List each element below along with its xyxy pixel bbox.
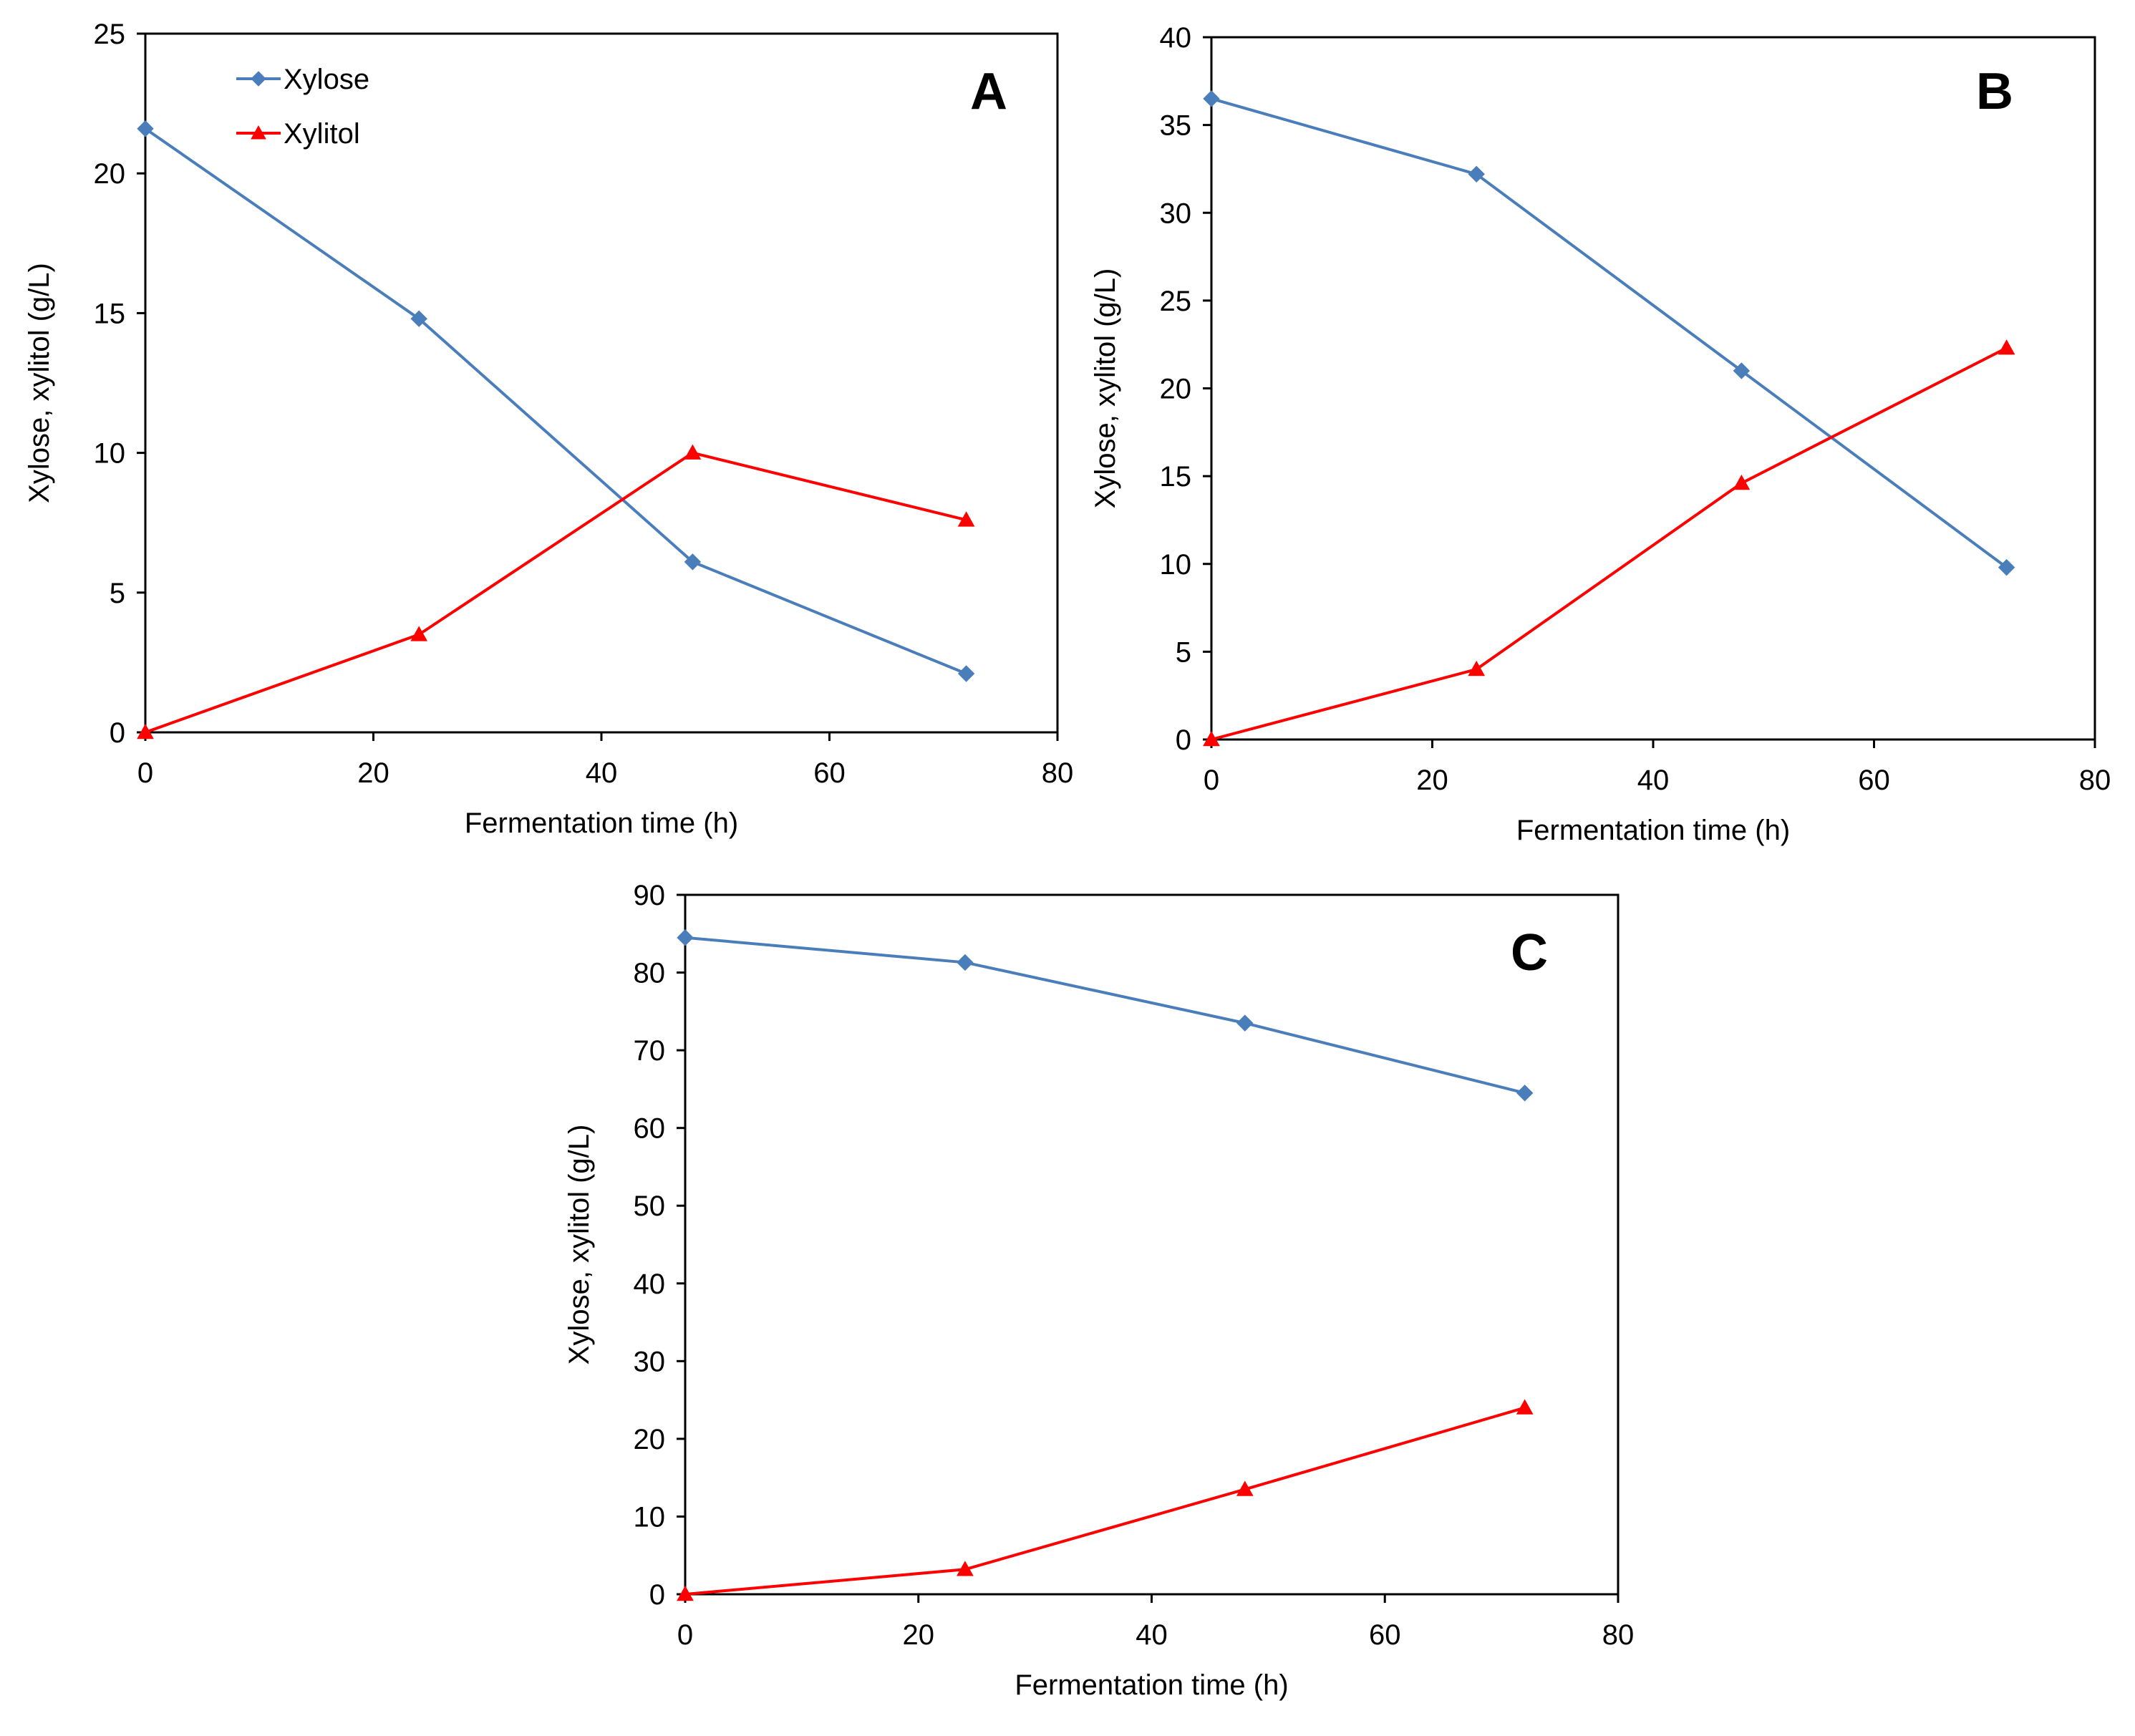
y-tick-label: 50 [634,1191,666,1222]
y-tick-label: 70 [634,1035,666,1067]
data-point-xylitol [957,511,975,527]
data-point-xylitol [684,444,702,460]
y-tick-label: 10 [94,438,126,470]
legend-marker-xylose [251,71,266,87]
data-point-xylose [137,120,154,137]
x-axis-title: Fermentation time (h) [1015,1669,1288,1701]
series-xylose [677,928,1534,1102]
series-line-xylitol [1211,346,2008,741]
y-tick-label: 60 [634,1113,666,1145]
chart-panel-a: 0 5 10 15 20 25 0 20 40 60 80 Fermentation time (h)… [24,19,1073,839]
data-point-xylose [957,954,974,971]
x-tick-label: 80 [1042,757,1074,789]
series-xylitol [137,444,975,740]
x-tick-label: 0 [137,757,153,789]
y-tick-label: 0 [649,1579,665,1611]
x-tick-label: 40 [1136,1619,1168,1651]
y-tick-label: 90 [634,880,666,911]
plot-area-frame [144,32,1059,734]
y-tick-label: 5 [1176,636,1191,668]
data-point-xylose [1733,362,1751,379]
panel-label: A [970,63,1007,120]
data-point-xylose [1998,558,2015,576]
data-point-xylose [1516,1085,1534,1102]
series-line-xylitol [145,451,967,734]
series-line-xylose [684,936,1526,1095]
plot-area-frame [684,893,1620,1596]
data-point-xylose [684,553,702,571]
series-line-xylose [144,127,967,675]
x-tick-label: 0 [677,1619,693,1651]
data-point-xylitol [677,1585,694,1601]
x-tick-label: 0 [1204,765,1219,796]
data-point-xylitol [957,1561,974,1576]
data-point-xylose [677,928,694,946]
series-line-xylose [1211,97,2008,569]
data-point-xylose [410,310,427,327]
x-tick-label: 40 [1637,765,1670,796]
data-point-xylitol [137,723,154,740]
y-tick-label: 10 [1160,549,1192,581]
y-axis-title: Xylose, xylitol (g/L) [1090,268,1121,509]
y-tick-label: 0 [1176,724,1191,756]
data-point-xylitol [1236,1480,1254,1496]
data-point-xylitol [1203,730,1220,747]
legend: Xylose Xylitol [236,64,369,150]
y-tick-label: 40 [1160,22,1192,54]
legend-label-xylose: Xylose [284,64,369,95]
legend-label-xylitol: Xylitol [284,118,360,150]
data-point-xylitol [410,626,428,641]
y-tick-label: 35 [1160,110,1192,142]
x-tick-label: 20 [1416,765,1448,796]
y-tick-label: 15 [94,298,126,329]
data-point-xylose [1203,90,1220,107]
x-axis-title: Fermentation time (h) [465,808,738,839]
y-tick-label: 0 [110,717,125,749]
x-tick-label: 80 [2079,765,2111,796]
x-tick-label: 80 [1602,1619,1635,1651]
y-tick-label: 15 [1160,461,1192,493]
y-tick-label: 25 [1160,286,1192,317]
x-tick-label: 20 [357,757,389,789]
data-point-xylose [1236,1014,1254,1032]
panel-label: C [1511,924,1548,981]
panel-label: B [1976,63,2013,120]
y-tick-label: 80 [634,958,666,989]
series-xylitol [677,1399,1534,1601]
data-point-xylose [1468,165,1485,183]
y-tick-label: 40 [634,1269,666,1300]
chart-panel-c: 0 10 20 30 40 50 60 70 80 90 0 20 40 60 80 Fermentation… [563,880,1634,1701]
data-point-xylose [957,665,975,682]
x-tick-label: 60 [813,757,846,789]
y-axis-title: Xylose, xylitol (g/L) [24,263,55,503]
legend-marker-xylitol [251,125,266,140]
x-tick-label: 60 [1369,1619,1401,1651]
data-point-xylitol [1468,660,1486,677]
y-tick-label: 20 [1160,374,1192,405]
x-tick-label: 20 [903,1619,935,1651]
data-point-xylitol [1998,339,2015,355]
y-tick-label: 10 [634,1501,666,1533]
x-axis-title: Fermentation time (h) [1516,815,1790,846]
data-point-xylitol [1733,474,1751,490]
series-xylose [137,120,975,682]
y-tick-label: 5 [110,578,125,609]
series-xylitol [1203,339,2015,747]
data-point-xylitol [1516,1399,1534,1415]
y-axis-title: Xylose, xylitol (g/L) [563,1125,595,1365]
y-tick-label: 30 [634,1346,666,1377]
series-xylose [1203,90,2015,576]
x-tick-label: 40 [586,757,618,789]
y-tick-label: 20 [94,158,126,190]
y-tick-label: 25 [94,19,126,50]
chart-panel-b: 0 5 10 15 20 25 30 35 40 0 20 40 60 80 Fermentation ti… [1090,22,2111,846]
plot-area-frame [1210,36,2096,741]
x-tick-label: 60 [1858,765,1890,796]
y-tick-label: 20 [634,1424,666,1455]
y-tick-label: 30 [1160,198,1192,229]
series-line-xylitol [684,1406,1526,1596]
